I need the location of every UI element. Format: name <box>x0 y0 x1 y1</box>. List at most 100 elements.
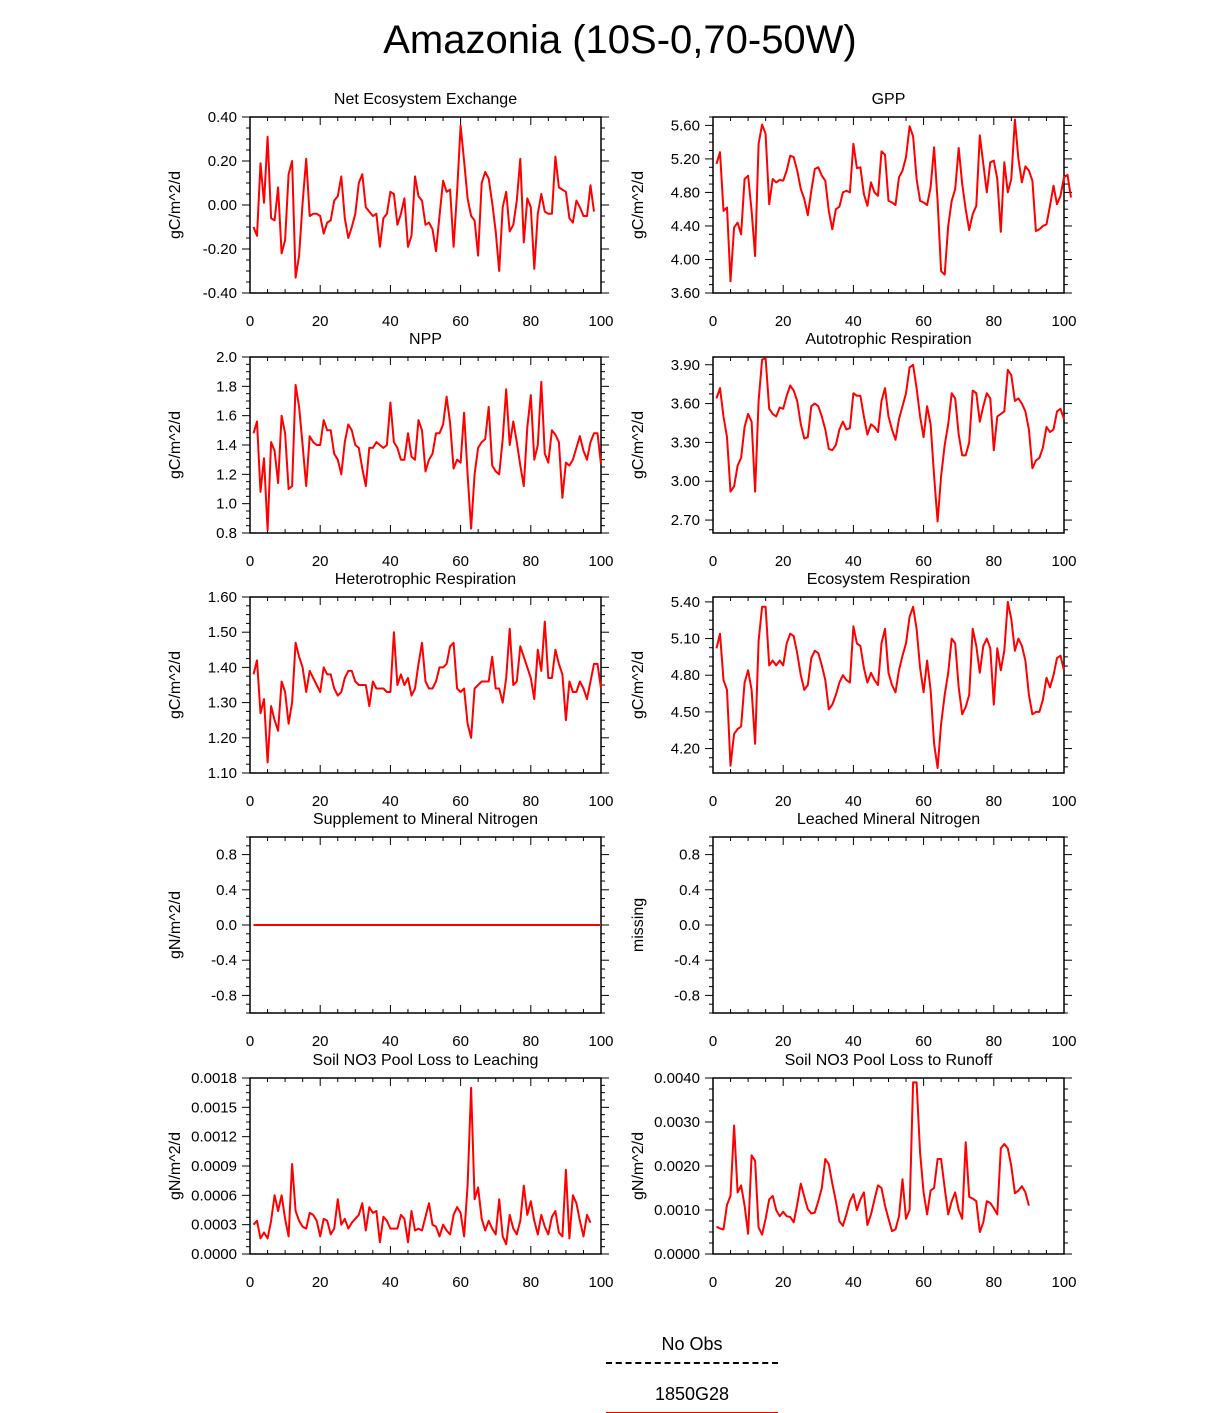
x-tick-label: 20 <box>775 553 792 570</box>
x-tick-label: 40 <box>845 1274 862 1291</box>
y-tick-label: 3.60 <box>671 396 700 413</box>
y-axis-label: gN/m^2/d <box>167 1132 184 1200</box>
y-tick-label: 5.10 <box>671 631 700 648</box>
y-tick-label: 1.60 <box>208 589 237 606</box>
y-tick-label: 1.2 <box>216 466 237 483</box>
y-tick-label: 4.80 <box>671 184 700 201</box>
x-tick-label: 100 <box>1051 1033 1076 1050</box>
y-tick-label: 4.00 <box>671 251 700 268</box>
plot-frame <box>712 356 1065 534</box>
series-line-0 <box>716 1081 1030 1236</box>
x-tick-label: 0 <box>709 793 717 810</box>
x-tick-label: 60 <box>915 313 932 330</box>
y-tick-label: 3.00 <box>671 473 700 490</box>
series-line-0 <box>252 620 602 764</box>
y-tick-label: 4.80 <box>671 667 700 684</box>
x-tick-label: 60 <box>452 313 469 330</box>
panel-2: NPP gC/m^2/d 0 20 40 60 80 100 0.8 1.0 1.2 1.4 1.6 1.… <box>167 331 614 570</box>
y-tick-label: 1.50 <box>208 624 237 641</box>
x-tick-label: 20 <box>775 1033 792 1050</box>
x-tick-label: 40 <box>845 1033 862 1050</box>
x-tick-label: 40 <box>382 1274 399 1291</box>
y-tick-label: 5.20 <box>671 151 700 168</box>
y-tick-label: 2.70 <box>671 512 700 529</box>
series-line-0 <box>715 118 1072 283</box>
y-tick-label: 2.0 <box>216 349 237 366</box>
plot-frame <box>249 596 602 774</box>
x-tick-label: 80 <box>985 1274 1002 1291</box>
panel-title: Soil NO3 Pool Loss to Leaching <box>313 1052 539 1069</box>
x-tick-label: 60 <box>452 793 469 810</box>
panel-title: Supplement to Mineral Nitrogen <box>313 811 538 828</box>
y-tick-label: -0.8 <box>674 987 700 1004</box>
y-tick-label: -0.20 <box>203 241 237 258</box>
x-tick-label: 60 <box>915 553 932 570</box>
y-tick-label: 0.4 <box>679 882 700 899</box>
y-tick-label: -0.4 <box>674 952 700 969</box>
y-tick-label: 1.30 <box>208 695 237 712</box>
x-tick-label: 80 <box>522 793 539 810</box>
x-tick-label: 40 <box>382 1033 399 1050</box>
panel-3: Autotrophic Respiration gC/m^2/d 0 20 40 60 80… <box>630 331 1077 570</box>
legend-label-model: 1850G28 <box>654 1384 730 1404</box>
y-tick-label: 4.20 <box>671 741 700 758</box>
x-tick-label: 80 <box>522 313 539 330</box>
panel-title: Leached Mineral Nitrogen <box>797 811 980 828</box>
x-tick-label: 100 <box>588 1274 613 1291</box>
x-tick-label: 40 <box>382 313 399 330</box>
panel-title: Net Ecosystem Exchange <box>334 91 517 108</box>
y-tick-label: -0.4 <box>211 952 237 969</box>
y-axis-label: gC/m^2/d <box>167 651 184 719</box>
x-tick-label: 80 <box>522 553 539 570</box>
figure-title: Amazonia (10S-0,70-50W) <box>383 18 857 62</box>
x-tick-label: 60 <box>915 1033 932 1050</box>
plots-canvas: Net Ecosystem Exchange gC/m^2/d 0 20 40 60 80 1… <box>167 91 1077 1291</box>
panel-title: GPP <box>872 91 906 108</box>
y-tick-label: 0.0020 <box>654 1158 700 1175</box>
y-tick-label: 1.40 <box>208 659 237 676</box>
panel-title: NPP <box>409 331 442 348</box>
y-tick-label: 0.00 <box>208 197 237 214</box>
y-tick-label: 0.0012 <box>191 1129 237 1146</box>
panel-6: Supplement to Mineral Nitrogen gN/m^2/d 0 2… <box>167 811 614 1050</box>
y-tick-label: 3.90 <box>671 357 700 374</box>
y-axis-label: gC/m^2/d <box>630 171 647 239</box>
x-tick-label: 60 <box>915 1274 932 1291</box>
x-tick-label: 0 <box>246 553 254 570</box>
y-tick-label: 0.0015 <box>191 1099 237 1116</box>
y-tick-label: 0.4 <box>216 882 237 899</box>
y-axis-label: gN/m^2/d <box>630 1132 647 1200</box>
x-tick-label: 100 <box>1051 553 1076 570</box>
x-tick-label: 60 <box>452 1274 469 1291</box>
y-tick-label: 0.0040 <box>654 1070 700 1087</box>
y-axis-label: missing <box>630 898 647 952</box>
y-tick-label: 0.0030 <box>654 1114 700 1131</box>
y-axis-label: gC/m^2/d <box>630 651 647 719</box>
x-tick-label: 20 <box>312 1033 329 1050</box>
y-tick-label: -0.8 <box>211 987 237 1004</box>
legend-line-obs <box>606 1362 778 1364</box>
x-tick-label: 0 <box>246 1274 254 1291</box>
x-tick-label: 100 <box>588 1033 613 1050</box>
x-tick-label: 40 <box>382 553 399 570</box>
legend: No Obs 1850G28 <box>592 1332 792 1413</box>
y-tick-label: 1.4 <box>216 437 237 454</box>
x-tick-label: 0 <box>709 1033 717 1050</box>
x-tick-label: 80 <box>985 553 1002 570</box>
y-tick-label: 1.8 <box>216 378 237 395</box>
y-tick-label: -0.40 <box>203 285 237 302</box>
legend-label-obs: No Obs <box>661 1334 723 1354</box>
y-tick-label: 1.10 <box>208 765 237 782</box>
x-tick-label: 0 <box>246 793 254 810</box>
y-axis-label: gC/m^2/d <box>630 411 647 479</box>
panel-4: Heterotrophic Respiration gC/m^2/d 0 20 40 60… <box>167 571 614 810</box>
x-tick-label: 80 <box>985 1033 1002 1050</box>
x-tick-label: 20 <box>312 313 329 330</box>
x-tick-label: 0 <box>709 313 717 330</box>
y-tick-label: 1.6 <box>216 408 237 425</box>
x-tick-label: 0 <box>709 553 717 570</box>
panel-title: Heterotrophic Respiration <box>335 571 516 588</box>
y-tick-label: 4.40 <box>671 218 700 235</box>
y-tick-label: 0.8 <box>216 525 237 542</box>
x-tick-label: 60 <box>915 793 932 810</box>
